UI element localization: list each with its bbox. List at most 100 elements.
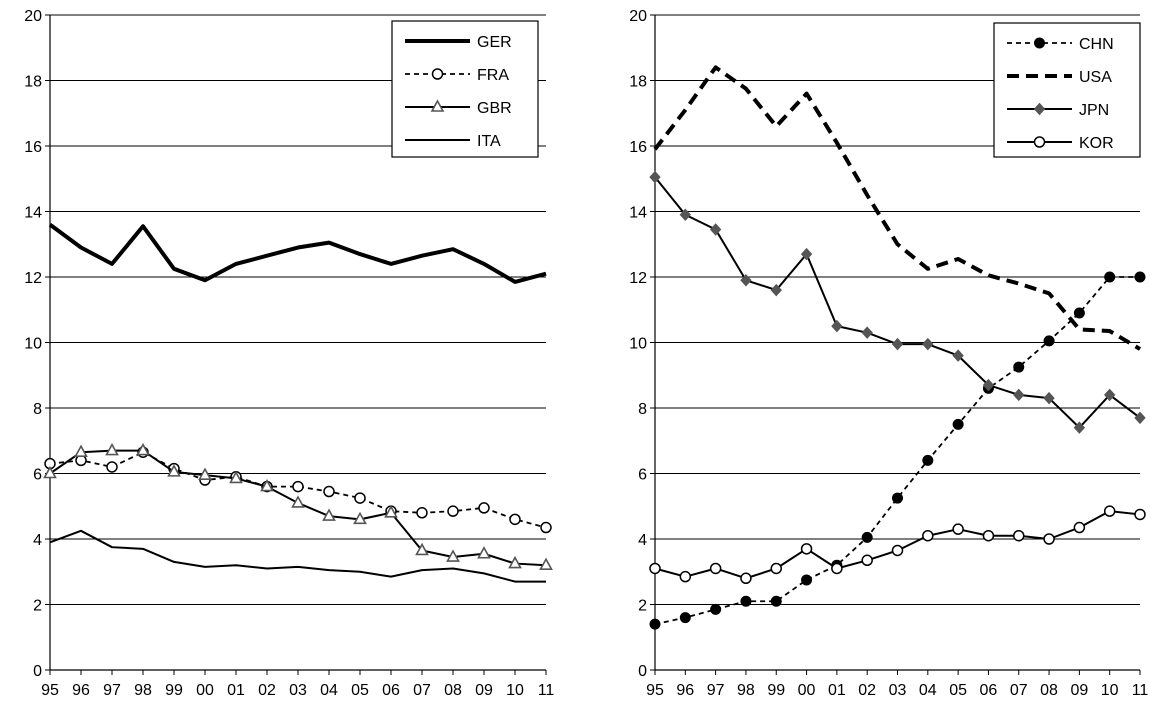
data-point-jpn: [740, 274, 752, 287]
y-tick-label: 8: [33, 401, 42, 418]
y-tick-label: 20: [629, 8, 647, 25]
legend-marker: [1034, 37, 1045, 49]
x-tick-label: 00: [798, 682, 816, 699]
legend: GER FRA GBR ITA: [391, 20, 539, 158]
data-point-jpn: [1013, 388, 1025, 402]
legend-label: FRA: [477, 67, 509, 84]
x-tick-label: 09: [1070, 682, 1088, 699]
data-point-kor: [740, 572, 752, 585]
x-tick-label: 09: [475, 682, 493, 699]
y-tick-label: 2: [33, 598, 42, 615]
series-line-ger: [48, 222, 547, 284]
data-point-chn: [922, 454, 934, 466]
data-point-chn: [1013, 361, 1025, 373]
data-point-kor: [649, 562, 661, 575]
data-point-fra: [478, 502, 490, 514]
data-point-jpn: [679, 208, 691, 222]
y-tick-label: 16: [629, 139, 647, 156]
series-line-ita: [49, 529, 546, 583]
x-tick-label: 06: [382, 682, 400, 699]
y-tick-label: 0: [638, 663, 647, 680]
x-tick-label: 02: [858, 682, 876, 699]
data-point-gbr: [477, 546, 491, 559]
y-tick-label: 6: [638, 467, 647, 484]
data-point-fra: [354, 492, 366, 504]
legend-label: GBR: [477, 100, 512, 117]
data-point-gbr: [43, 465, 57, 479]
x-tick-label: 95: [41, 682, 59, 699]
legend-label: JPN: [1079, 102, 1109, 119]
data-point-chn: [892, 492, 903, 504]
data-point-gbr: [229, 470, 243, 484]
legend-label: USA: [1079, 69, 1112, 86]
x-tick-label: 05: [351, 682, 369, 699]
x-tick-label: 03: [289, 682, 307, 699]
series-line-chn: [654, 276, 1140, 626]
data-point-gbr: [508, 555, 522, 569]
data-point-chn: [649, 618, 661, 630]
legend-label: ITA: [477, 133, 501, 150]
data-point-gbr: [105, 442, 119, 456]
data-point-gbr: [136, 442, 150, 456]
legend-marker: [1033, 136, 1046, 148]
legend-label: GER: [477, 34, 512, 51]
data-point-chn: [710, 603, 722, 615]
x-tick-label: 03: [889, 682, 907, 699]
data-point-gbr: [446, 549, 460, 562]
y-tick-label: 4: [33, 532, 42, 549]
x-tick-label: 06: [980, 682, 998, 699]
x-tick-label: 02: [258, 682, 276, 699]
x-tick-label: 95: [646, 682, 664, 699]
x-tick-label: 04: [919, 682, 937, 699]
data-point-gbr: [74, 444, 88, 458]
data-point-jpn: [952, 349, 964, 362]
data-point-kor: [1073, 521, 1086, 534]
y-tick-label: 6: [33, 467, 42, 484]
data-point-gbr: [353, 511, 367, 525]
x-tick-label: 10: [506, 682, 524, 699]
data-point-kor: [1013, 529, 1025, 542]
series-line-jpn: [654, 176, 1141, 429]
data-point-fra: [323, 485, 335, 498]
data-point-kor: [861, 554, 873, 567]
x-tick-label: 08: [1040, 682, 1058, 699]
x-tick-label: 97: [707, 682, 725, 699]
data-point-jpn: [1073, 421, 1086, 434]
data-point-jpn: [1134, 411, 1146, 425]
y-tick-label: 12: [629, 270, 647, 287]
x-tick-label: 08: [444, 682, 462, 699]
data-point-gbr: [384, 505, 398, 518]
data-point-kor: [800, 543, 813, 555]
data-point-jpn: [649, 170, 661, 184]
data-point-kor: [1134, 508, 1146, 521]
data-point-jpn: [709, 223, 722, 236]
legend-label: KOR: [1079, 135, 1114, 152]
y-tick-label: 18: [24, 74, 42, 91]
data-point-chn: [1104, 271, 1116, 283]
x-tick-label: 98: [737, 682, 755, 699]
y-tick-label: 10: [629, 336, 647, 353]
data-point-kor: [1043, 533, 1055, 545]
data-point-kor: [679, 570, 692, 583]
data-point-fra: [106, 461, 118, 473]
legend-marker: [431, 68, 444, 80]
data-point-gbr: [198, 467, 212, 480]
y-tick-label: 14: [629, 205, 647, 222]
data-point-chn: [770, 595, 782, 607]
x-tick-label: 01: [828, 682, 846, 699]
series-line-usa: [653, 65, 1142, 351]
data-point-chn: [1043, 335, 1055, 347]
data-point-jpn: [861, 326, 873, 339]
data-point-jpn: [891, 337, 904, 351]
legend-marker: [430, 99, 445, 112]
data-point-chn: [952, 418, 964, 430]
data-point-fra: [509, 513, 521, 526]
x-tick-label: 10: [1101, 682, 1119, 699]
data-point-chn: [861, 531, 873, 543]
x-tick-label: 99: [165, 682, 183, 699]
x-tick-label: 11: [538, 682, 555, 699]
data-point-jpn: [800, 247, 813, 261]
data-point-jpn: [982, 378, 995, 392]
